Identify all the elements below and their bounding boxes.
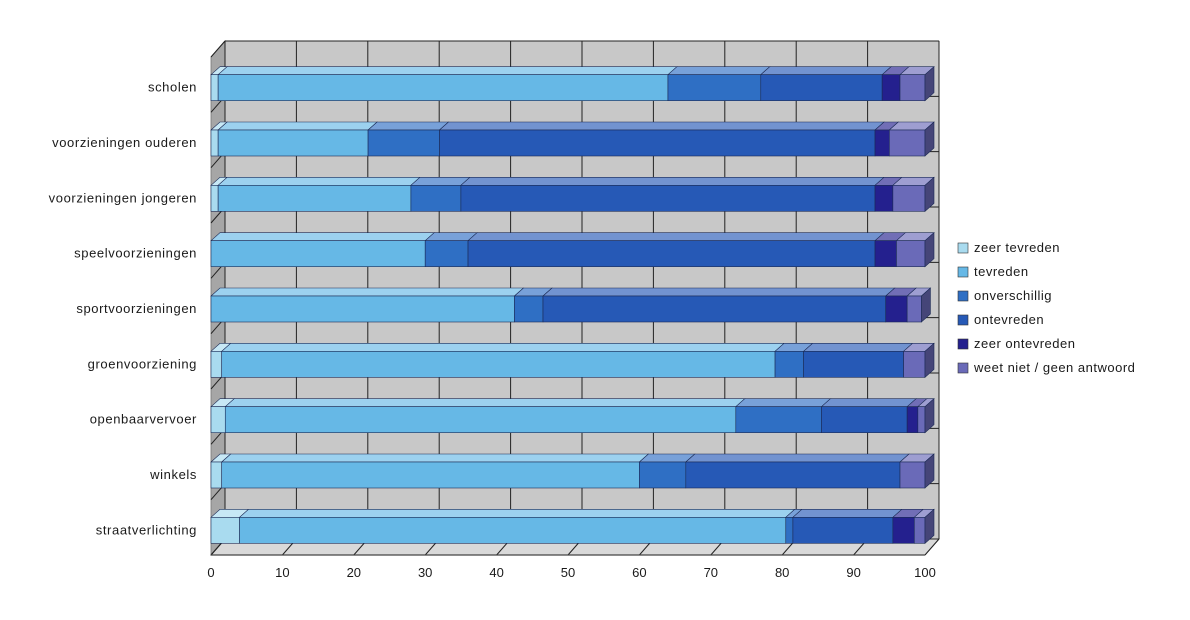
x-tick-label: 0 bbox=[207, 565, 214, 580]
bar-end-face bbox=[924, 65, 935, 102]
bar-segment bbox=[460, 177, 885, 212]
x-tick-label: 60 bbox=[632, 565, 646, 580]
bar-segment bbox=[902, 343, 935, 378]
category-label: voorzieningen ouderen bbox=[52, 135, 197, 150]
legend: zeer tevreden tevreden onverschillig ontevr… bbox=[957, 240, 1135, 375]
bar-segment bbox=[210, 509, 250, 544]
bar-segment bbox=[513, 287, 553, 323]
bar-segment bbox=[367, 121, 450, 157]
bar-end-face bbox=[924, 397, 935, 434]
bar-segment bbox=[892, 177, 935, 212]
x-tick-label: 40 bbox=[489, 565, 503, 580]
legend-swatch bbox=[957, 242, 969, 254]
bar-segment bbox=[895, 232, 935, 267]
x-tick-label: 100 bbox=[914, 565, 936, 580]
bar-end-face bbox=[924, 453, 935, 489]
x-tick-label: 80 bbox=[775, 565, 789, 580]
legend-label: zeer tevreden bbox=[974, 240, 1060, 255]
category-label: straatverlichting bbox=[96, 522, 197, 537]
category-label: groenvoorziening bbox=[88, 356, 197, 371]
legend-swatch bbox=[957, 314, 969, 326]
bar-segment bbox=[224, 398, 746, 433]
bar-segment bbox=[217, 177, 421, 212]
bar-segment bbox=[467, 232, 885, 267]
legend-swatch bbox=[957, 266, 969, 278]
bar-segment bbox=[410, 177, 471, 212]
x-tick-label: 10 bbox=[275, 565, 289, 580]
bar-segment bbox=[210, 287, 525, 323]
category-labels: scholen voorzieningen ouderen voorzieninge… bbox=[49, 80, 197, 538]
bar-segment bbox=[899, 453, 935, 489]
bar-end-face bbox=[924, 508, 935, 545]
bar-segment bbox=[438, 121, 885, 157]
x-tick-label: 90 bbox=[846, 565, 860, 580]
legend-swatch bbox=[957, 338, 969, 350]
bars-group bbox=[210, 65, 935, 545]
bar-segment bbox=[210, 232, 435, 267]
x-tick-label: 70 bbox=[704, 565, 718, 580]
category-label: scholen bbox=[148, 80, 197, 95]
bar-end-face bbox=[921, 287, 931, 323]
category-label: winkels bbox=[149, 467, 197, 482]
bar-segment bbox=[542, 287, 896, 323]
grid-line-side bbox=[210, 40, 226, 58]
bar-segment bbox=[892, 509, 925, 544]
legend-label: zeer ontevreden bbox=[974, 336, 1075, 351]
bar-end-face bbox=[924, 231, 935, 268]
bar-segment bbox=[820, 398, 917, 433]
bar-segment bbox=[220, 453, 650, 489]
x-tick-label: 30 bbox=[418, 565, 432, 580]
grid-line-floor bbox=[924, 538, 940, 556]
bar-segment bbox=[238, 509, 796, 544]
category-label: speelvoorzieningen bbox=[74, 246, 197, 261]
bar-segment bbox=[220, 343, 785, 378]
category-label: openbaarvervoer bbox=[90, 412, 197, 427]
bar-segment bbox=[735, 398, 832, 433]
bar-end-face bbox=[924, 121, 935, 157]
x-axis-tick-labels: 0 10 20 30 40 50 60 70 80 90 100 bbox=[207, 565, 935, 580]
legend-label: tevreden bbox=[974, 264, 1029, 279]
bar-segment bbox=[792, 509, 903, 544]
x-tick-label: 50 bbox=[561, 565, 575, 580]
bar-segment bbox=[802, 343, 914, 378]
bar-end-face bbox=[924, 176, 935, 213]
bar-segment bbox=[759, 66, 892, 101]
bar-segment bbox=[667, 66, 771, 101]
bar-segment bbox=[217, 66, 678, 101]
bar-segment bbox=[874, 177, 903, 212]
legend-swatch bbox=[957, 362, 969, 374]
legend-label: ontevreden bbox=[974, 312, 1044, 327]
legend-label: onverschillig bbox=[974, 288, 1052, 303]
legend-swatch bbox=[957, 290, 969, 302]
bar-end-face bbox=[924, 342, 935, 379]
category-label: sportvoorzieningen bbox=[76, 301, 197, 316]
legend-label: weet niet / geen antwoord bbox=[973, 360, 1135, 375]
bar-segment bbox=[685, 453, 910, 489]
bar-segment bbox=[874, 232, 907, 267]
x-tick-label: 20 bbox=[347, 565, 361, 580]
bar-segment bbox=[899, 66, 935, 101]
category-label: voorzieningen jongeren bbox=[49, 190, 197, 205]
bar-segment bbox=[217, 121, 378, 157]
bar-segment bbox=[888, 121, 935, 157]
